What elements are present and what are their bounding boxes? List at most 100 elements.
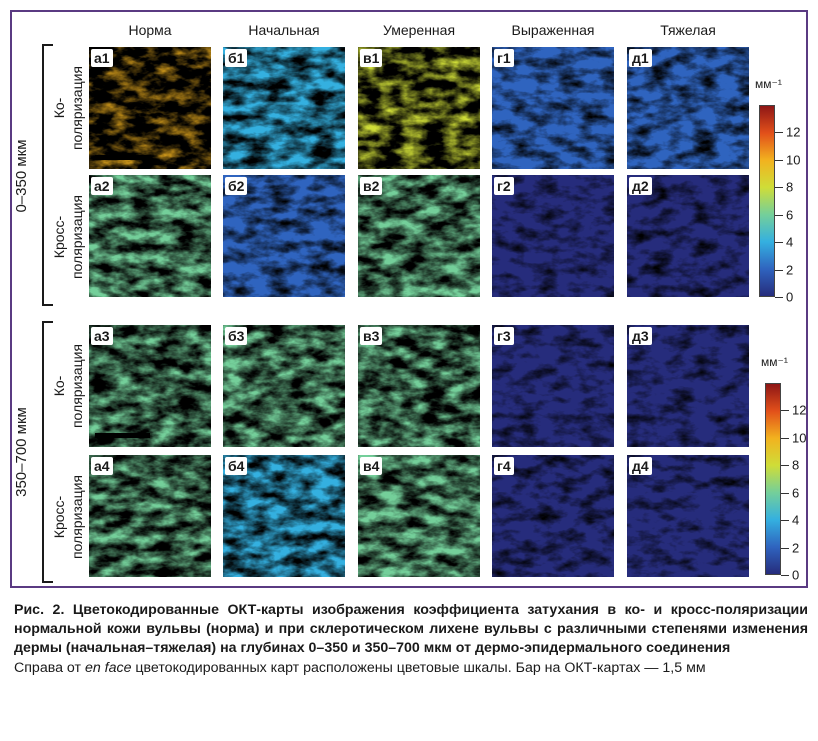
panel-label: в2	[360, 177, 383, 195]
column-header-norm: Норма	[128, 22, 172, 38]
caption-note-end: цветокодированных карт расположены цвето…	[131, 660, 706, 676]
oct-map-texture	[627, 325, 749, 447]
panel-label: г1	[494, 49, 514, 67]
oct-map-texture	[89, 175, 211, 297]
row-label-line: поляризация	[69, 65, 85, 151]
colorbar-tick-label: 10	[792, 430, 807, 446]
panel-label: б4	[225, 457, 248, 475]
row-label-line: Ко-	[51, 97, 67, 119]
colorbar-tick	[781, 492, 789, 494]
colorbar-tick-label: 8	[792, 457, 800, 473]
colorbar-tick-label: 0	[792, 567, 800, 583]
bracket-depth-0-350	[42, 44, 53, 306]
panel-label: г2	[494, 177, 514, 195]
caption-note-italic: en face	[84, 660, 132, 676]
panel-label: г4	[494, 457, 514, 475]
colorbar-gradient	[759, 105, 775, 297]
colorbar-tick-label: 0	[786, 289, 794, 305]
colorbar-tick	[775, 242, 783, 244]
panel-label: д3	[629, 327, 652, 345]
oct-map-texture	[89, 47, 211, 169]
oct-map-panel: б2	[223, 175, 345, 297]
panel-label: г3	[494, 327, 514, 345]
colorbar-tick	[775, 269, 783, 271]
oct-map-texture	[492, 455, 614, 577]
oct-map-panel: в1	[358, 47, 480, 169]
oct-map-texture	[358, 175, 480, 297]
oct-map-texture	[358, 455, 480, 577]
column-header-severe: Тяжелая	[660, 22, 716, 38]
row-label-line: Кросс-	[51, 215, 67, 259]
colorbar-gradient	[765, 383, 781, 575]
oct-map-panel: д4	[627, 455, 749, 577]
colorbar-tick	[775, 132, 783, 134]
colorbar-tick	[781, 410, 789, 412]
figure-frame	[10, 10, 808, 588]
oct-map-panel: в2	[358, 175, 480, 297]
colorbar-tick	[775, 187, 783, 189]
colorbar-tick	[775, 214, 783, 216]
panel-label: д4	[629, 457, 652, 475]
oct-map-texture	[492, 47, 614, 169]
colorbar-tick-label: 10	[786, 152, 801, 168]
oct-map-texture	[223, 455, 345, 577]
row-label-line: поляризация	[69, 474, 85, 560]
bracket-depth-350-700	[42, 321, 53, 583]
oct-map-texture	[627, 47, 749, 169]
oct-map-texture	[223, 325, 345, 447]
panel-label: д2	[629, 177, 652, 195]
oct-map-panel: б1	[223, 47, 345, 169]
column-header-pronounced: Выраженная	[511, 22, 595, 38]
panel-label: в1	[360, 49, 383, 67]
oct-map-panel: а1	[89, 47, 211, 169]
colorbar-tick	[775, 159, 783, 161]
colorbar-tick-label: 8	[786, 179, 794, 195]
colorbar-tick-label: 12	[786, 124, 801, 140]
oct-map-panel: г1	[492, 47, 614, 169]
figure: Норма Начальная Умеренная Выраженная Тяж…	[10, 10, 808, 588]
oct-map-panel: г2	[492, 175, 614, 297]
oct-map-panel: а2	[89, 175, 211, 297]
column-header-moderate: Умеренная	[382, 22, 456, 38]
oct-map-panel: б3	[223, 325, 345, 447]
colorbar-tick-label: 2	[792, 540, 800, 556]
colorbar-tick	[781, 520, 789, 522]
oct-map-panel: в3	[358, 325, 480, 447]
panel-label: б1	[225, 49, 248, 67]
oct-map-panel: а4	[89, 455, 211, 577]
oct-map-panel: б4	[223, 455, 345, 577]
colorbar-tick-label: 12	[792, 402, 807, 418]
colorbar-tick	[775, 297, 783, 298]
oct-map-texture	[223, 175, 345, 297]
column-header-initial: Начальная	[248, 22, 320, 38]
caption-note-start: Справа от	[14, 660, 85, 676]
colorbar-unit: мм⁻¹	[761, 355, 788, 369]
oct-map-panel: д1	[627, 47, 749, 169]
colorbar-tick	[781, 547, 789, 549]
oct-map-texture	[358, 325, 480, 447]
colorbar-tick-label: 6	[786, 207, 794, 223]
oct-map-texture	[89, 325, 211, 447]
row-label-line: поляризация	[69, 343, 85, 429]
oct-map-panel: г3	[492, 325, 614, 447]
scale-bar	[95, 433, 150, 438]
oct-map-panel: д3	[627, 325, 749, 447]
panel-label: д1	[629, 49, 652, 67]
colorbar-tick-label: 6	[792, 485, 800, 501]
oct-map-panel: в4	[358, 455, 480, 577]
oct-map-texture	[627, 175, 749, 297]
oct-map-texture	[89, 455, 211, 577]
colorbar-tick-label: 2	[786, 262, 794, 278]
oct-map-texture	[358, 47, 480, 169]
caption-title: Рис. 2. Цветокодированные ОКТ-карты изоб…	[14, 602, 808, 656]
oct-map-texture	[223, 47, 345, 169]
colorbar-tick	[781, 575, 789, 576]
panel-label: а4	[91, 457, 113, 475]
row-label-line: Ко-	[51, 375, 67, 397]
oct-map-panel: г4	[492, 455, 614, 577]
colorbar-unit: мм⁻¹	[755, 77, 782, 91]
panel-label: а3	[91, 327, 113, 345]
panel-label: а2	[91, 177, 113, 195]
colorbar-tick	[781, 437, 789, 439]
panel-label: а1	[91, 49, 113, 67]
